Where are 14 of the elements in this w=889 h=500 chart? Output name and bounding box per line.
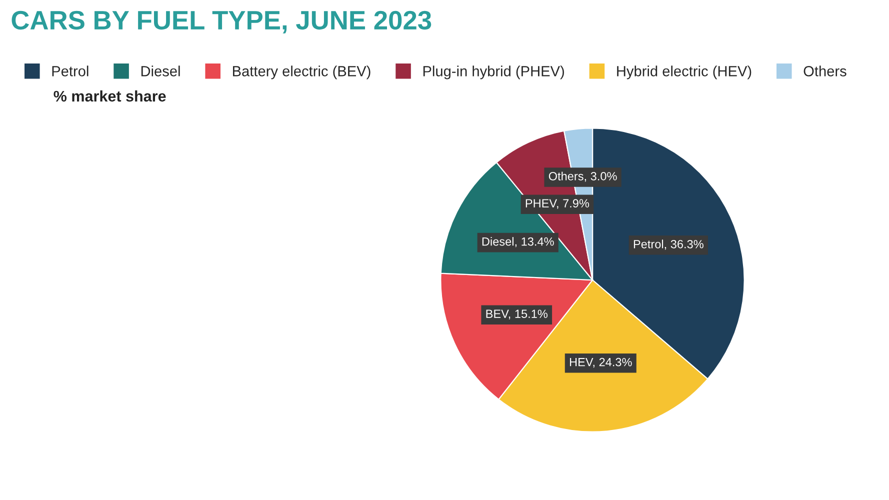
data-label: PHEV, 7.9% [526,199,590,209]
legend-label: Hybrid electric (HEV) [617,66,752,80]
data-label: Diesel, 13.4% [482,237,554,248]
legend-label: Battery electric (BEV) [233,66,370,80]
data-label: Petrol, 36.3% [634,240,704,250]
data-label: HEV, 24.3% [570,358,632,368]
legend-label: Diesel [141,66,180,76]
legend-label: Others [804,66,846,76]
legend-label: Petrol [52,66,88,76]
text: % market share [54,90,166,102]
data-label: Others, 3.0% [548,172,617,182]
chart-title: CARS BY FUEL TYPE, JUNE 2023 [12,10,432,34]
data-label: BEV, 15.1% [486,310,548,320]
legend-label: Plug-in hybrid (PHEV) [423,66,564,80]
